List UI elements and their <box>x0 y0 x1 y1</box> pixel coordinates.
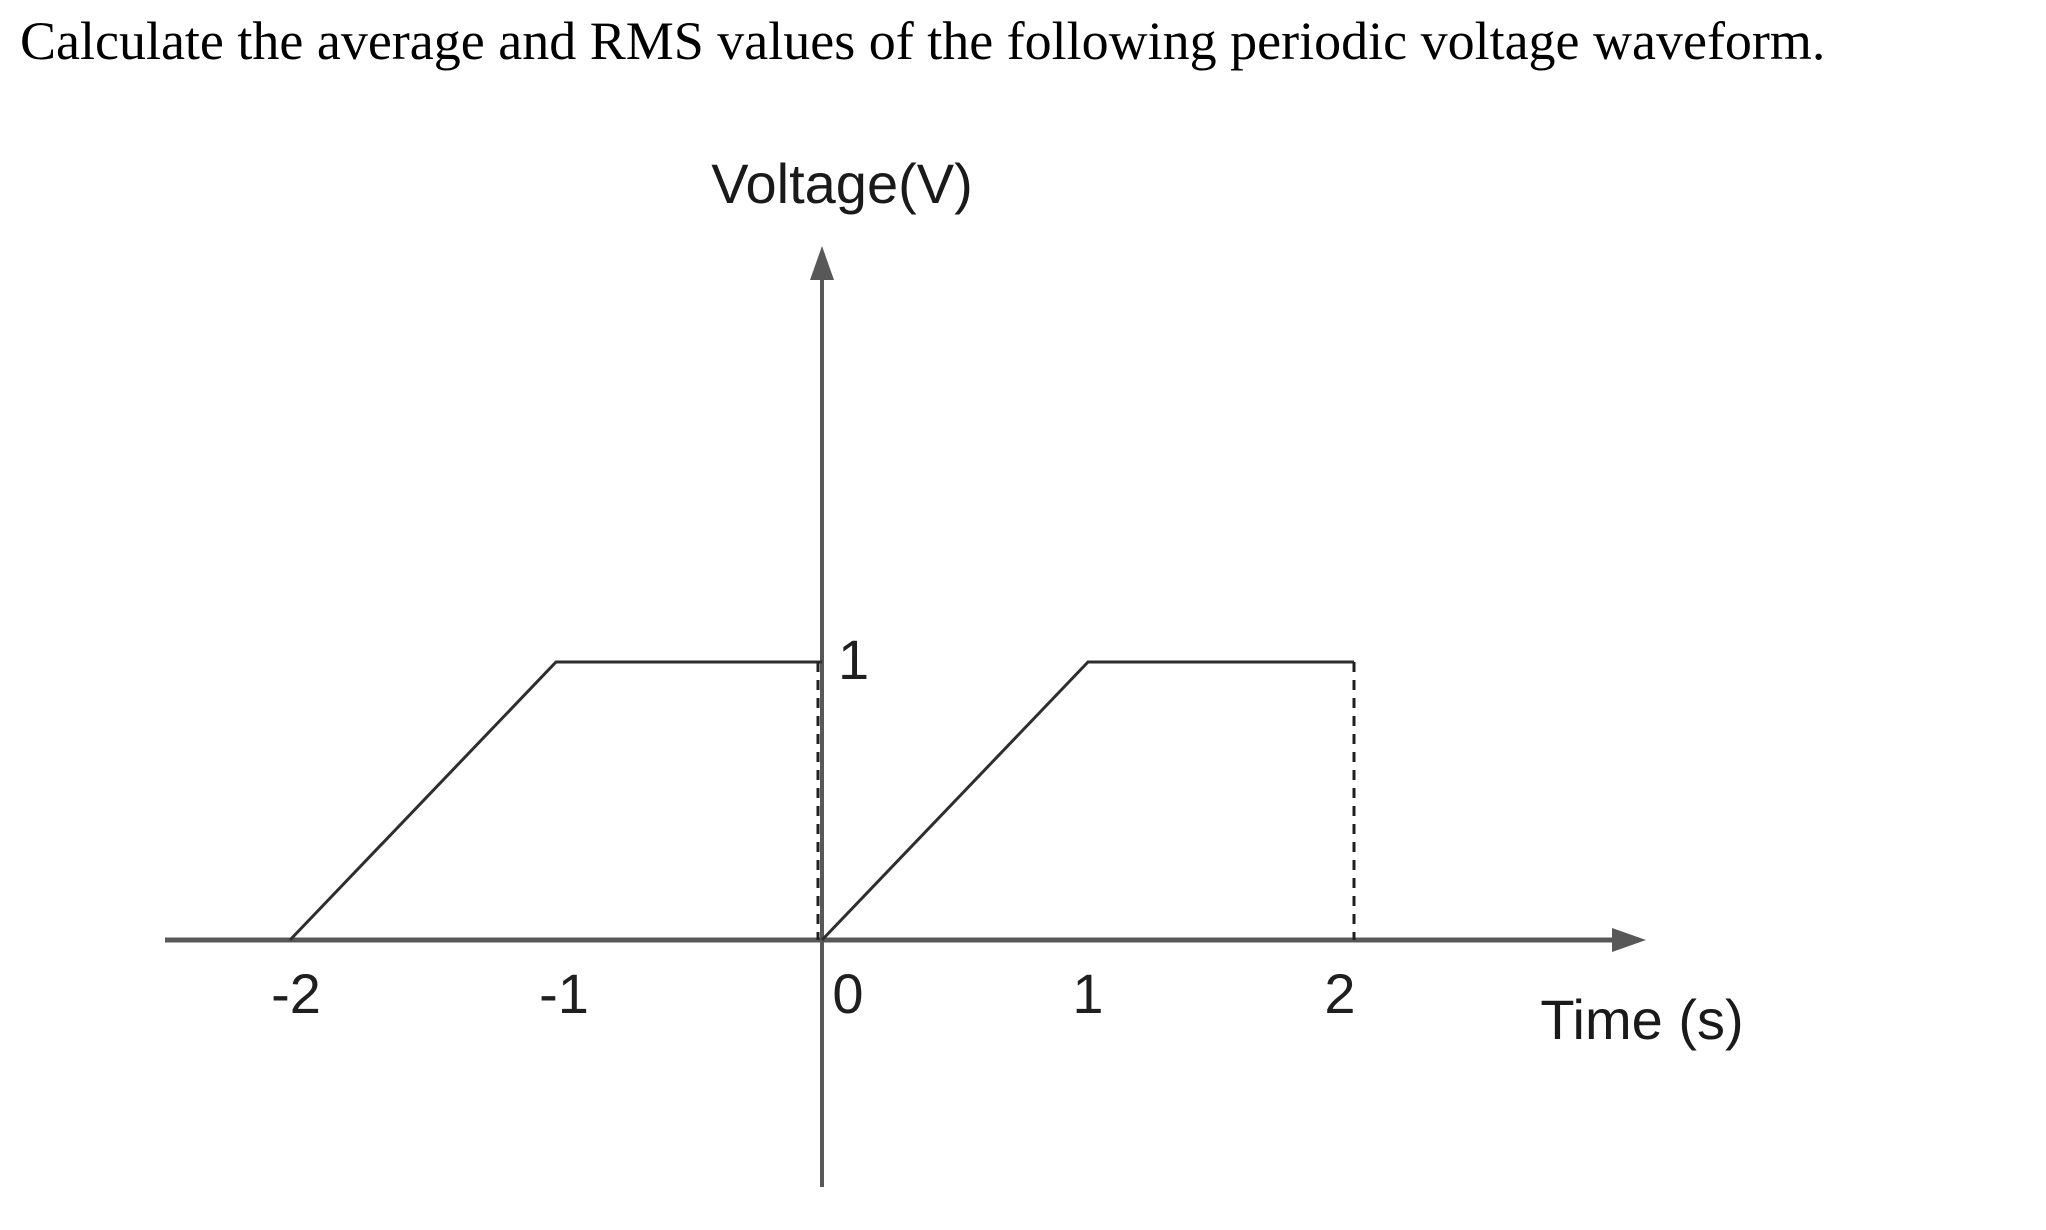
waveform-segment-period-1-ramp-and-hold <box>288 660 822 942</box>
x-tick-label--2: -2 <box>271 962 321 1025</box>
x-axis-title: Time (s) <box>1540 988 1744 1051</box>
x-tick-label-1: 1 <box>1072 962 1104 1025</box>
y-axis-arrowhead-icon <box>810 246 834 280</box>
problem-statement: Calculate the average and RMS values of … <box>20 11 1826 71</box>
x-axis-arrowhead-icon <box>1612 928 1646 952</box>
y-axis-title: Voltage(V) <box>711 152 973 215</box>
waveform-segment-period-2-ramp-and-hold <box>820 660 1354 942</box>
x-tick-label--1: -1 <box>539 962 589 1025</box>
y-tick-label-1: 1 <box>838 628 870 691</box>
x-tick-label-0: 0 <box>832 962 864 1025</box>
x-tick-label-2: 2 <box>1324 962 1356 1025</box>
